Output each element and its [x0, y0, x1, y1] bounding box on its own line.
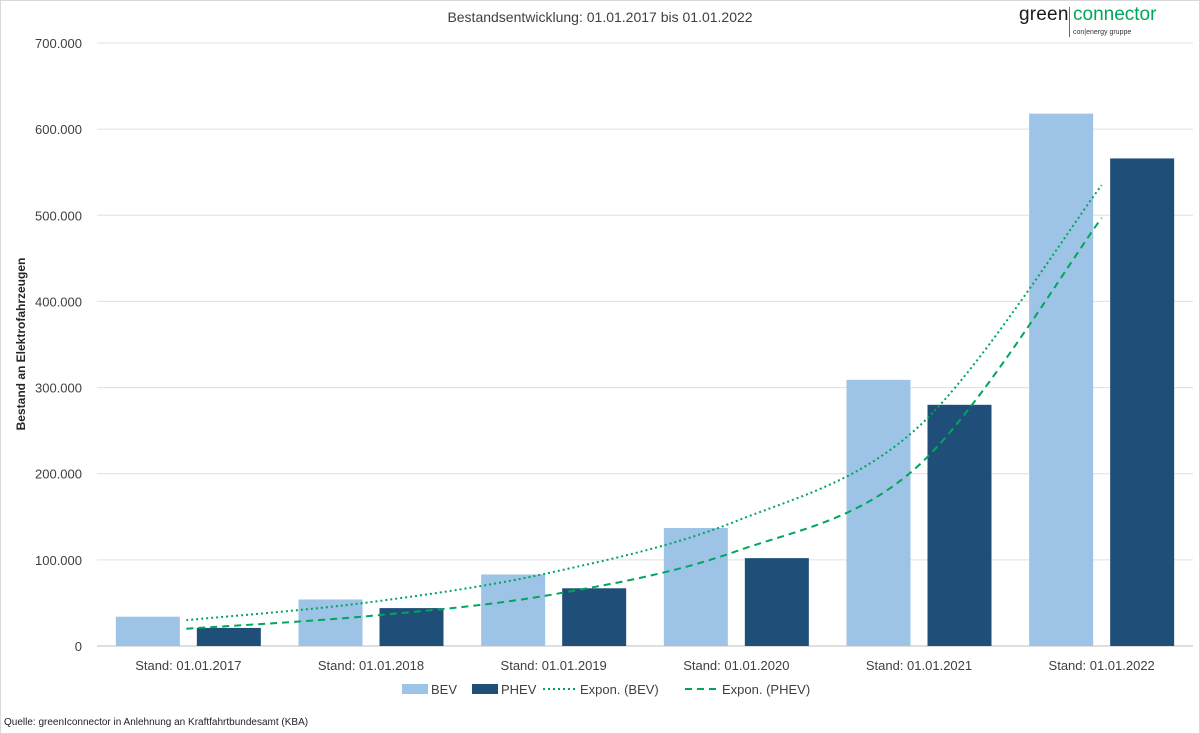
logo-word-green: green [1019, 4, 1069, 25]
trendline-phev [186, 217, 1103, 630]
bar-phev [562, 588, 627, 646]
y-tick-label: 200.000 [35, 467, 82, 482]
y-tick-label: 300.000 [35, 381, 82, 396]
logo-divider [1069, 7, 1070, 37]
brand-logo: green connector con|energy gruppe [1019, 4, 1159, 40]
bar-bev [1029, 113, 1094, 646]
legend-label-phev: PHEV [501, 682, 537, 697]
y-tick-label: 400.000 [35, 294, 82, 309]
bar-bev [846, 379, 911, 646]
legend-label-trend-phev: Expon. (PHEV) [722, 682, 810, 697]
bar-phev [379, 608, 444, 646]
x-tick-label: Stand: 01.01.2022 [1049, 658, 1155, 673]
legend-swatch-phev [472, 684, 498, 694]
y-tick-label: 500.000 [35, 208, 82, 223]
y-tick-label: 100.000 [35, 553, 82, 568]
source-note: Quelle: greenIconnector in Anlehnung an … [4, 717, 309, 728]
chart-title: Bestandsentwicklung: 01.01.2017 bis 01.0… [447, 9, 752, 25]
y-tick-label: 0 [75, 639, 82, 654]
logo-word-connector: connector [1073, 4, 1157, 25]
logo-subtitle: con|energy gruppe [1073, 29, 1132, 36]
legend-swatch-bev [402, 684, 428, 694]
bar-phev [927, 404, 992, 646]
x-tick-label: Stand: 01.01.2017 [135, 658, 241, 673]
bar-bev [481, 574, 546, 646]
x-tick-label: Stand: 01.01.2021 [866, 658, 972, 673]
bar-bev [663, 527, 728, 646]
x-tick-label: Stand: 01.01.2020 [683, 658, 789, 673]
bar-phev [744, 558, 809, 646]
bar-bev [298, 599, 363, 646]
legend-label-bev: BEV [431, 682, 457, 697]
bar-bev [115, 616, 180, 646]
y-tick-label: 700.000 [35, 36, 82, 51]
x-tick-label: Stand: 01.01.2019 [501, 658, 607, 673]
bar-phev [1110, 158, 1175, 646]
y-axis-label: Bestand an Elektrofahrzeugen [14, 258, 28, 431]
bar-phev [196, 627, 261, 646]
legend-label-trend-bev: Expon. (BEV) [580, 682, 659, 697]
x-tick-label: Stand: 01.01.2018 [318, 658, 424, 673]
y-tick-label: 600.000 [35, 122, 82, 137]
